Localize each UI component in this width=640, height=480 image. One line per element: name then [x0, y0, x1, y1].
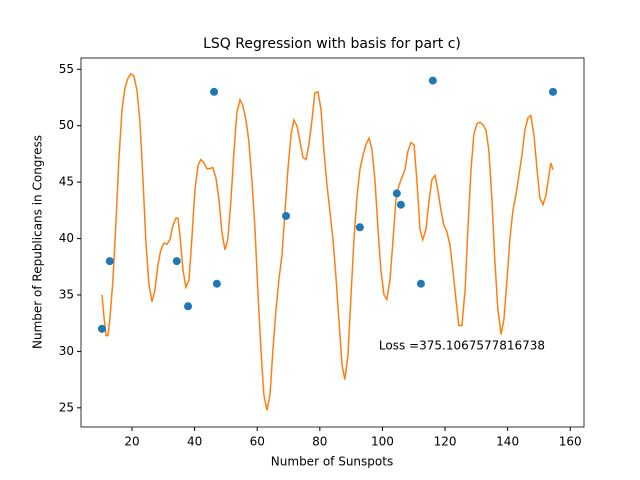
- x-tick-label: 160: [559, 435, 582, 449]
- point: [212, 279, 221, 288]
- axes-frame: [80, 57, 585, 428]
- x-axis-label: Number of Sunspots: [271, 455, 393, 469]
- point: [428, 76, 437, 85]
- point: [355, 223, 364, 232]
- point: [392, 189, 401, 198]
- chart-title: LSQ Regression with basis for part c): [203, 36, 461, 52]
- point: [105, 257, 114, 266]
- y-tick-label: 45: [59, 175, 74, 189]
- y-tick-label: 55: [59, 62, 74, 76]
- annotation: Loss =375.1067577816738: [379, 339, 545, 353]
- x-tick-label: 100: [371, 435, 394, 449]
- point: [184, 302, 193, 311]
- line: [101, 72, 554, 411]
- point: [396, 200, 405, 209]
- point: [549, 87, 558, 96]
- x-tick-label: 60: [250, 435, 265, 449]
- point: [282, 211, 291, 220]
- y-tick-label: 30: [59, 344, 74, 358]
- x-tick-label: 120: [434, 435, 457, 449]
- y-tick-label: 25: [59, 400, 74, 414]
- x-tick-label: 40: [187, 435, 202, 449]
- y-tick-label: 35: [59, 287, 74, 301]
- y-axis-label: Number of Republicans in Congress: [31, 135, 45, 349]
- x-tick-label: 80: [312, 435, 327, 449]
- y-tick-label: 50: [59, 118, 74, 132]
- x-tick-label: 140: [496, 435, 519, 449]
- point: [210, 87, 219, 96]
- x-tick-label: 20: [124, 435, 139, 449]
- point: [97, 324, 106, 333]
- point: [172, 257, 181, 266]
- y-tick-label: 40: [59, 231, 74, 245]
- point: [416, 279, 425, 288]
